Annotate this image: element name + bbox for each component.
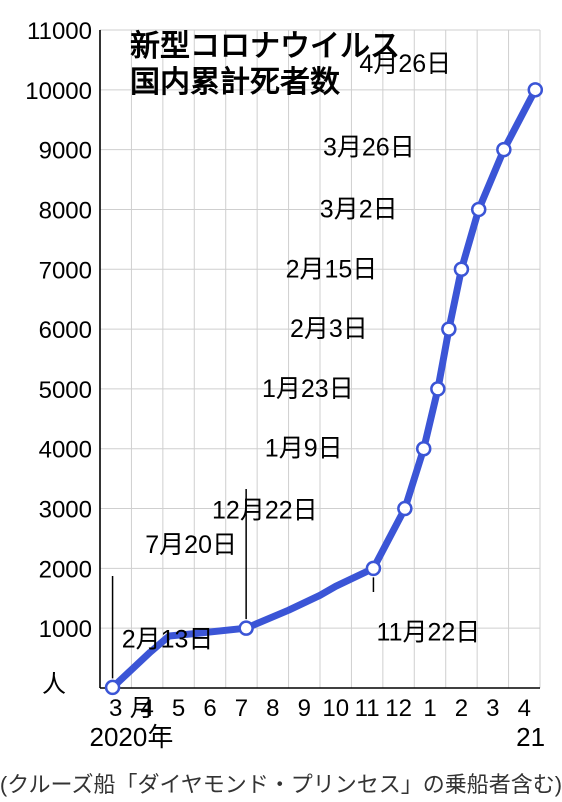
x-year-left: 2020年 (90, 722, 174, 752)
data-marker (497, 143, 510, 156)
y-tick-label: 11000 (27, 18, 92, 45)
y-tick-label: 6000 (39, 317, 92, 344)
marker-label: 2月13日 (122, 625, 214, 653)
x-month-label: 3 (109, 695, 122, 722)
x-month-label: 3 (486, 695, 499, 722)
chart-footnote: (クルーズ船「ダイヤモンド・プリンセス」の乗船者含む) (0, 772, 562, 797)
y-unit-label: 人 (42, 671, 66, 698)
y-tick-label: 1000 (39, 616, 92, 643)
x-month-label: 5 (172, 695, 185, 722)
data-marker (442, 323, 455, 336)
x-month-label: 12 (385, 695, 412, 722)
y-tick-label: 4000 (39, 437, 92, 464)
x-month-label: 11 (355, 695, 380, 722)
chart-svg: 1000 2000 3000 4000 5000 6000 7000 8000 9000 1000… (0, 0, 562, 802)
data-marker (398, 502, 411, 515)
x-month-label: 2 (455, 695, 468, 722)
chart-title-line: 新型コロナウイルス (130, 30, 400, 63)
marker-label: 11月22日 (377, 618, 481, 646)
data-marker (529, 83, 542, 96)
marker-label: 2月3日 (290, 315, 368, 343)
x-month-suffix: 月 (130, 695, 154, 722)
y-tick-label: 7000 (39, 257, 92, 284)
y-tick-label: 5000 (39, 377, 92, 404)
data-marker (431, 382, 444, 395)
marker-label: 1月23日 (262, 375, 354, 403)
x-month-label: 6 (203, 695, 216, 722)
y-tick-label: 8000 (39, 197, 92, 224)
data-marker (240, 622, 253, 635)
marker-label: 1月9日 (265, 435, 343, 463)
y-tick-label: 2000 (39, 556, 92, 583)
x-year-right: 21 (516, 722, 545, 752)
x-month-label: 1 (423, 695, 436, 722)
x-month-label: 7 (235, 695, 248, 722)
marker-label: 7月20日 (145, 531, 237, 559)
x-month-label: 4 (518, 695, 531, 722)
marker-label: 2月15日 (286, 255, 378, 283)
y-tick-label: 9000 (39, 138, 92, 165)
x-month-label: 10 (322, 695, 349, 722)
chart-container: 1000 2000 3000 4000 5000 6000 7000 8000 9000 1000… (0, 0, 562, 802)
chart-title-line: 国内累計死者数 (130, 65, 341, 99)
marker-label: 12月22日 (212, 497, 318, 525)
y-tick-label: 3000 (39, 497, 92, 524)
x-month-label: 9 (298, 695, 311, 722)
y-tick-label: 10000 (25, 78, 92, 105)
data-marker (455, 263, 468, 276)
data-marker (106, 681, 119, 694)
x-month-label: 8 (266, 695, 279, 722)
marker-label: 3月2日 (320, 195, 398, 223)
marker-label: 3月26日 (323, 134, 415, 162)
data-marker (367, 562, 380, 575)
data-marker (417, 442, 430, 455)
data-marker (472, 203, 485, 216)
